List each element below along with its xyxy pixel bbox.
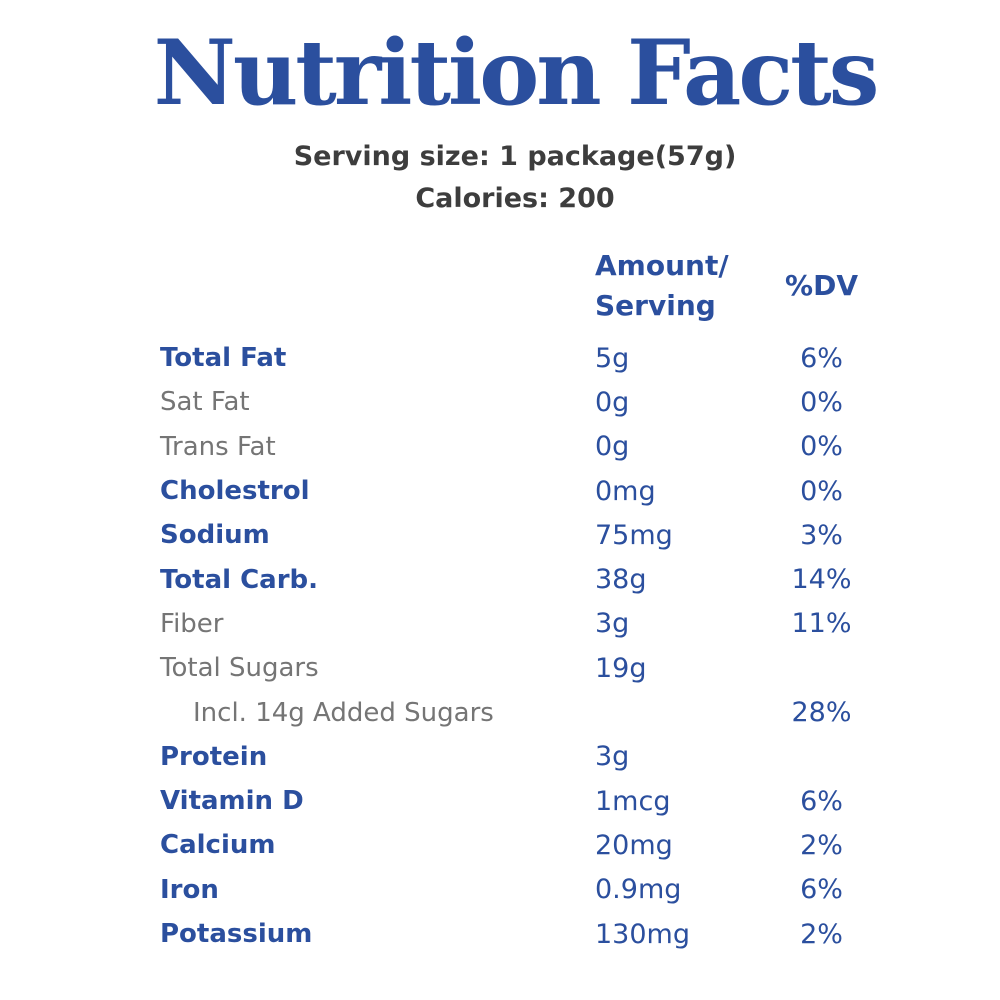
nutrient-label: Calcium xyxy=(160,830,276,861)
nutrient-dv: 0% xyxy=(800,475,843,507)
nutrient-amount: 0mg xyxy=(595,475,656,507)
nutrient-label: Vitamin D xyxy=(160,786,304,817)
table-row: Fiber 3g 11% xyxy=(160,602,874,646)
nutrient-label: Total Carb. xyxy=(160,564,319,595)
table-row: Sat Fat 0g 0% xyxy=(160,380,874,424)
column-header-amount-serving: Amount/ Serving xyxy=(595,246,769,326)
calories-text: Calories: 200 xyxy=(415,183,615,215)
nutrient-amount: 3g xyxy=(595,608,630,640)
nutrient-amount: 75mg xyxy=(595,519,673,551)
page-title: Nutrition Facts xyxy=(153,20,880,126)
nutrient-label: Total Fat xyxy=(160,343,287,374)
nutrient-label: Trans Fat xyxy=(160,431,276,462)
amount-header-line2: Serving xyxy=(595,289,716,322)
nutrient-label: Protein xyxy=(160,741,268,772)
nutrient-label: Incl. 14g Added Sugars xyxy=(193,697,494,728)
table-row: Incl. 14g Added Sugars 28% xyxy=(160,690,874,734)
nutrient-label: Potassium xyxy=(160,919,313,949)
nutrient-label: Sat Fat xyxy=(160,387,250,418)
nutrient-label: Fiber xyxy=(160,608,224,639)
table-body: Total Fat 5g 6% Sat Fat 0g 0% Trans Fat … xyxy=(160,336,874,956)
nutrient-amount: 0.9mg xyxy=(595,874,682,906)
table-row: Total Carb. 38g 14% xyxy=(160,557,874,601)
nutrient-dv: 3% xyxy=(800,519,843,551)
nutrient-dv: 6% xyxy=(800,874,843,906)
nutrient-dv: 0% xyxy=(800,431,843,463)
label-header: Nutrition Facts Serving size: 1 package(… xyxy=(0,20,1000,220)
table-row: Calcium 20mg 2% xyxy=(160,823,874,867)
nutrient-dv: 6% xyxy=(800,785,843,817)
nutrient-amount: 0g xyxy=(595,386,630,418)
nutrient-amount: 20mg xyxy=(595,829,673,861)
nutrient-label: Sodium xyxy=(160,520,270,551)
table-row: Sodium 75mg 3% xyxy=(160,513,874,557)
table-row: Potassium 130mg 2% xyxy=(160,912,874,956)
serving-size-text: Serving size: 1 package(57g) xyxy=(293,141,737,173)
nutrient-amount: 0g xyxy=(595,431,630,463)
nutrient-amount: 38g xyxy=(595,564,647,596)
nutrient-dv: 0% xyxy=(800,386,843,418)
table-row: Trans Fat 0g 0% xyxy=(160,425,874,469)
table-row: Total Fat 5g 6% xyxy=(160,336,874,380)
nutrient-label: Cholestrol xyxy=(160,476,310,507)
nutrient-dv: 14% xyxy=(791,564,852,596)
amount-header-line1: Amount/ xyxy=(595,249,729,282)
nutrient-amount: 5g xyxy=(595,342,630,374)
nutrient-label: Total Sugars xyxy=(160,653,319,684)
table-header-row: Amount/ Serving %DV xyxy=(160,246,874,326)
table-row: Total Sugars 19g xyxy=(160,646,874,690)
header-spacer xyxy=(160,246,595,326)
nutrient-amount: 19g xyxy=(595,652,647,684)
nutrition-table: Amount/ Serving %DV Total Fat 5g 6% Sat … xyxy=(160,246,874,956)
nutrient-amount: 130mg xyxy=(595,918,690,950)
table-row: Cholestrol 0mg 0% xyxy=(160,469,874,513)
nutrient-dv: 2% xyxy=(800,918,843,950)
table-row: Vitamin D 1mcg 6% xyxy=(160,779,874,823)
nutrient-amount: 1mcg xyxy=(595,785,671,817)
nutrient-dv: 2% xyxy=(800,829,843,861)
nutrient-dv: 6% xyxy=(800,342,843,374)
nutrient-amount: 3g xyxy=(595,741,630,773)
column-header-dv: %DV xyxy=(785,269,858,302)
table-row: Protein 3g xyxy=(160,735,874,779)
nutrient-label: Iron xyxy=(160,874,219,905)
nutrient-dv: 11% xyxy=(791,608,852,640)
nutrient-dv: 28% xyxy=(791,697,852,729)
table-row: Iron 0.9mg 6% xyxy=(160,868,874,912)
